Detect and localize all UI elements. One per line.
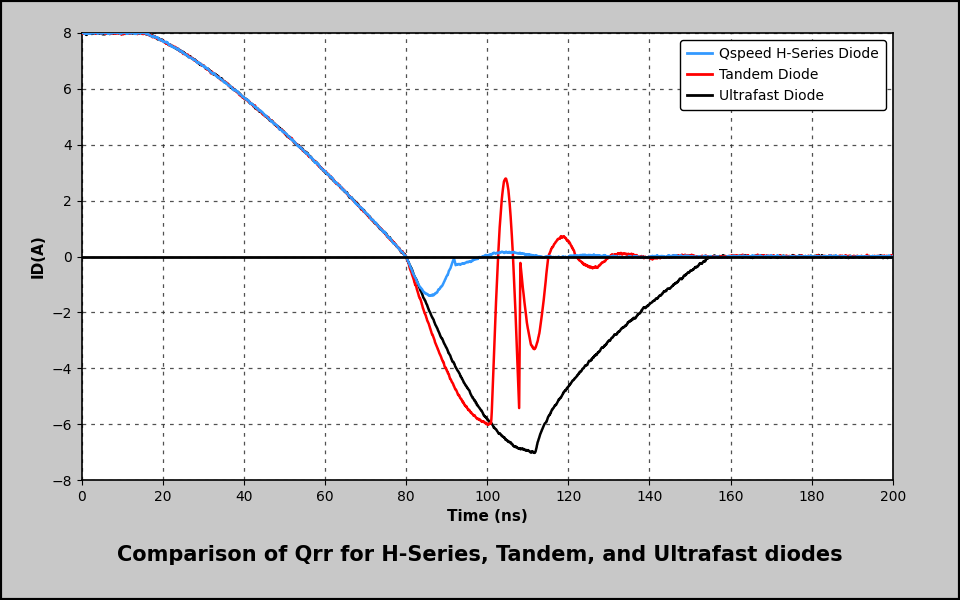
Qspeed H-Series Diode [462, 258, 473, 265]
Tandem Diode [862, 253, 874, 260]
X-axis label: Time (ns): Time (ns) [446, 509, 528, 524]
Qspeed H-Series Diode [417, 287, 428, 294]
Tandem Diode [423, 322, 435, 329]
Tandem Diode [76, 30, 87, 37]
Tandem Diode [665, 253, 677, 260]
Legend: Qspeed H-Series Diode, Tandem Diode, Ultrafast Diode: Qspeed H-Series Diode, Tandem Diode, Ult… [681, 40, 886, 110]
Tandem Diode [462, 404, 473, 412]
Qspeed H-Series Diode [862, 253, 874, 260]
Qspeed H-Series Diode [423, 292, 435, 299]
Qspeed H-Series Diode [665, 253, 677, 260]
Tandem Diode [417, 304, 428, 311]
Ultrafast Diode [665, 283, 677, 290]
Line: Ultrafast Diode: Ultrafast Diode [82, 31, 893, 453]
Ultrafast Diode [423, 307, 435, 314]
Text: Comparison of Qrr for H-Series, Tandem, and Ultrafast diodes: Comparison of Qrr for H-Series, Tandem, … [117, 545, 843, 565]
Tandem Diode [85, 29, 97, 36]
Line: Qspeed H-Series Diode: Qspeed H-Series Diode [82, 32, 893, 296]
Ultrafast Diode [528, 449, 540, 457]
Qspeed H-Series Diode [76, 29, 87, 36]
Line: Tandem Diode: Tandem Diode [82, 32, 893, 425]
Tandem Diode [482, 421, 493, 428]
Ultrafast Diode [462, 384, 473, 391]
Qspeed H-Series Diode [887, 253, 899, 260]
Tandem Diode [822, 254, 833, 261]
Ultrafast Diode [862, 254, 874, 261]
Qspeed H-Series Diode [424, 292, 436, 299]
Y-axis label: ID(A): ID(A) [31, 235, 46, 278]
Tandem Diode [887, 251, 899, 259]
Ultrafast Diode [76, 29, 87, 36]
Ultrafast Diode [822, 254, 833, 261]
Qspeed H-Series Diode [822, 253, 833, 260]
Qspeed H-Series Diode [118, 28, 130, 35]
Ultrafast Diode [417, 292, 428, 299]
Ultrafast Diode [887, 253, 899, 260]
Ultrafast Diode [136, 28, 148, 35]
